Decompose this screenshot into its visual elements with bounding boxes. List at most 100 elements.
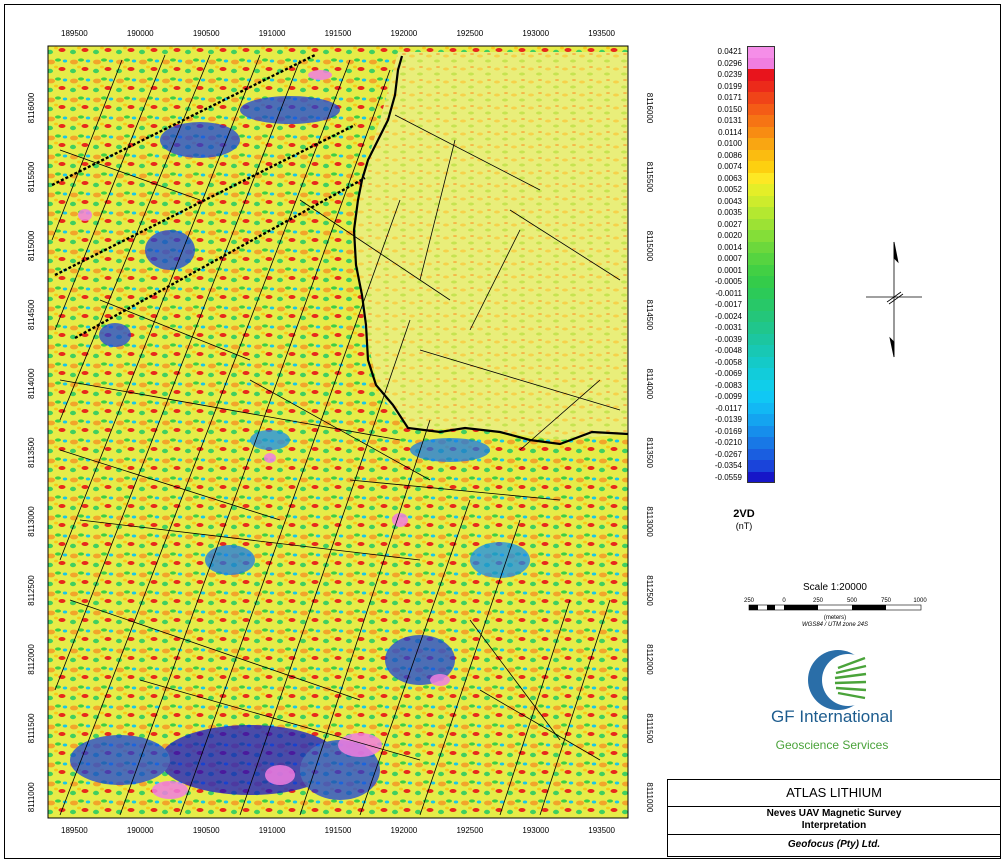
dashed-structures <box>51 53 366 340</box>
legend-swatch <box>747 80 775 92</box>
map-title-line1: Neves UAV Magnetic Survey <box>766 808 902 819</box>
x-tick-label: 193500 <box>588 826 615 835</box>
legend-swatch <box>747 425 775 437</box>
legend-swatch <box>747 57 775 69</box>
y-tick-label: 8111000 <box>27 782 36 813</box>
scale-title: Scale 1:20000 <box>803 582 867 593</box>
x-tick-label: 189500 <box>61 29 88 38</box>
x-tick-label: 192500 <box>456 826 483 835</box>
legend-value: -0.0169 <box>714 426 742 436</box>
y-axis-right: 8116000 8115500 8115000 8114500 8114000 81135… <box>645 93 654 813</box>
legend-swatch <box>747 253 775 265</box>
legend-entry: -0.0099 <box>712 391 776 403</box>
legend-swatch <box>747 471 775 483</box>
legend-title: 2VD <box>733 508 755 520</box>
legend-entry: -0.0169 <box>712 425 776 437</box>
scale-label: 250 <box>743 598 754 604</box>
legend-entry: 0.0035 <box>712 207 776 219</box>
legend-value: 0.0043 <box>717 196 742 206</box>
legend-swatch <box>747 322 775 334</box>
legend-swatch <box>747 437 775 449</box>
legend-value: 0.0086 <box>717 150 742 160</box>
legend-swatch <box>747 414 775 426</box>
legend-value: 0.0150 <box>717 104 742 114</box>
x-tick-label: 193000 <box>522 826 549 835</box>
legend-entry: 0.0074 <box>712 161 776 173</box>
x-tick-label: 190000 <box>127 826 154 835</box>
scale-label: 250 <box>812 598 823 604</box>
title-block: ATLAS LITHIUM Neves UAV Magnetic Survey … <box>667 779 1001 857</box>
scale-label: 750 <box>880 598 891 604</box>
y-tick-label: 8111500 <box>645 713 654 744</box>
legend-value: 0.0421 <box>717 47 742 56</box>
legend-entry: 0.0001 <box>712 264 776 276</box>
legend-value: 0.0027 <box>717 219 742 229</box>
legend-value: 0.0100 <box>717 139 742 148</box>
projection-label: WGS84 / UTM zone 24S <box>801 622 869 628</box>
legend-swatch <box>747 69 775 81</box>
legend-entry: -0.0354 <box>712 460 776 472</box>
legend-value: -0.0005 <box>714 277 742 286</box>
legend-value: 0.0001 <box>717 265 742 275</box>
x-axis-bottom: 189500 190000 190500 191000 191500 192000 1925… <box>61 826 616 835</box>
legend-swatch <box>747 149 775 161</box>
legend-swatch <box>747 391 775 403</box>
y-tick-label: 8114500 <box>645 300 654 331</box>
legend-swatch <box>747 299 775 311</box>
company-tagline: Geoscience Services <box>775 738 889 752</box>
legend-swatch <box>747 138 775 150</box>
legend-value: -0.0354 <box>714 461 742 470</box>
legend-value: -0.0083 <box>714 380 742 390</box>
legend-value: 0.0014 <box>717 242 742 252</box>
y-tick-label: 8111500 <box>27 713 36 744</box>
legend-swatch <box>747 115 775 127</box>
legend-value: 0.0035 <box>717 208 742 217</box>
legend-entry: -0.0005 <box>712 276 776 288</box>
legend-entry: 0.0063 <box>712 172 776 184</box>
legend-swatch <box>747 448 775 460</box>
legend-swatch <box>747 333 775 345</box>
legend-value: 0.0171 <box>717 93 742 102</box>
legend-swatch <box>747 356 775 368</box>
legend-entry: -0.0039 <box>712 333 776 345</box>
interpreted-lineaments <box>51 54 621 816</box>
x-axis-top: 189500 190000 190500 191000 191500 192000 1925… <box>61 29 616 38</box>
legend-entry: -0.0117 <box>712 402 776 414</box>
x-tick-label: 192000 <box>391 29 418 38</box>
map-neatline <box>47 45 629 819</box>
legend-swatch <box>747 184 775 196</box>
legend-swatch <box>747 402 775 414</box>
legend-unit: (nT) <box>735 521 753 531</box>
x-tick-label: 191500 <box>325 29 352 38</box>
y-tick-label: 8112000 <box>27 644 36 675</box>
legend-entry: 0.0043 <box>712 195 776 207</box>
legend-entry: 0.0020 <box>712 230 776 242</box>
legend-value: -0.0099 <box>714 392 742 401</box>
legend-swatch <box>747 161 775 173</box>
x-tick-label: 193000 <box>522 29 549 38</box>
legend-swatch <box>747 218 775 230</box>
x-tick-label: 192000 <box>391 826 418 835</box>
legend-swatch <box>747 264 775 276</box>
legend-swatch <box>747 310 775 322</box>
legend-entry: 0.0150 <box>712 103 776 115</box>
y-tick-label: 8113000 <box>27 506 36 537</box>
legend-entry: -0.0024 <box>712 310 776 322</box>
legend-swatch <box>747 276 775 288</box>
legend-entry: 0.0199 <box>712 80 776 92</box>
y-axis-left: 8116000 8115500 8115000 8114500 8114000 81135… <box>27 92 36 812</box>
legend-entry: 0.0014 <box>712 241 776 253</box>
x-tick-label: 191000 <box>259 29 286 38</box>
legend-value: 0.0007 <box>717 254 742 263</box>
legend-entry: 0.0239 <box>712 69 776 81</box>
scale-label: 500 <box>846 598 857 604</box>
company-name: GF International <box>771 707 893 726</box>
x-tick-label: 190500 <box>193 29 220 38</box>
north-arrow-icon <box>866 241 922 358</box>
legend-swatch <box>747 126 775 138</box>
legend-entry: -0.0267 <box>712 448 776 460</box>
legend-swatch <box>747 345 775 357</box>
x-tick-label: 190500 <box>193 826 220 835</box>
x-tick-label: 190000 <box>127 29 154 38</box>
